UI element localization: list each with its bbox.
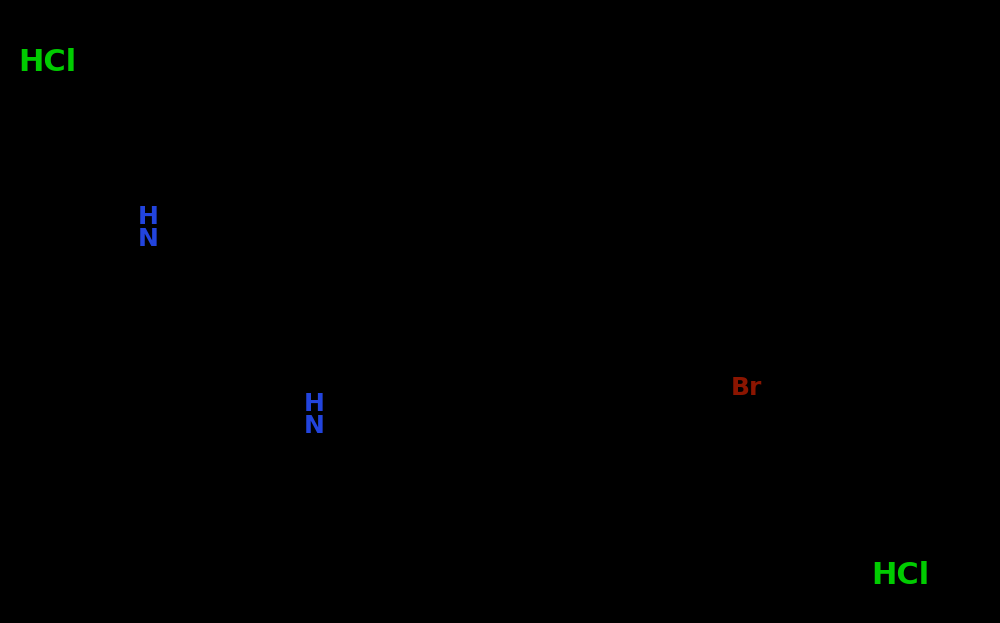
Text: H: H [304,392,324,416]
Text: HCl: HCl [872,561,930,590]
Text: N: N [304,414,324,438]
Text: Br: Br [731,376,762,400]
Text: N: N [138,227,158,251]
Text: HCl: HCl [18,48,76,77]
Text: H: H [138,205,158,229]
